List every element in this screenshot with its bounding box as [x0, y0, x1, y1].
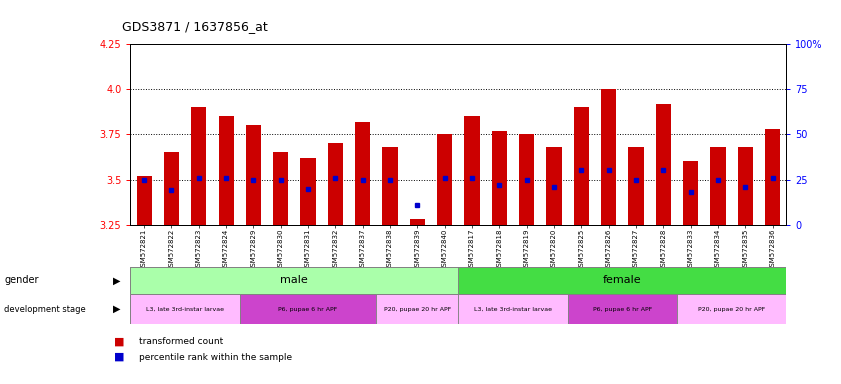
Text: transformed count: transformed count [139, 337, 223, 346]
Bar [300, 158, 315, 225]
Bar [568, 294, 677, 324]
Bar [574, 108, 589, 225]
Bar [677, 294, 786, 324]
Text: female: female [603, 275, 642, 285]
Bar [273, 152, 288, 225]
Bar [656, 104, 671, 225]
Bar [601, 89, 616, 225]
Text: ■: ■ [114, 337, 124, 347]
Text: L3, late 3rd-instar larvae: L3, late 3rd-instar larvae [146, 306, 224, 312]
Bar [246, 126, 261, 225]
Text: P6, pupae 6 hr APF: P6, pupae 6 hr APF [593, 306, 652, 312]
Text: ▶: ▶ [113, 275, 120, 285]
Bar [219, 116, 234, 225]
Bar [130, 294, 240, 324]
Text: P6, pupae 6 hr APF: P6, pupae 6 hr APF [278, 306, 337, 312]
Bar [383, 147, 398, 225]
Bar [437, 134, 452, 225]
Text: L3, late 3rd-instar larvae: L3, late 3rd-instar larvae [474, 306, 552, 312]
Text: ▶: ▶ [113, 304, 120, 314]
Bar [628, 147, 643, 225]
Text: gender: gender [4, 275, 39, 285]
Text: P20, pupae 20 hr APF: P20, pupae 20 hr APF [383, 306, 451, 312]
Text: ■: ■ [114, 352, 124, 362]
Bar [458, 294, 568, 324]
Bar [410, 219, 425, 225]
Bar [519, 134, 534, 225]
Bar [458, 267, 786, 294]
Text: percentile rank within the sample: percentile rank within the sample [139, 353, 292, 362]
Text: male: male [281, 275, 308, 285]
Bar [464, 116, 479, 225]
Text: development stage: development stage [4, 305, 86, 314]
Bar [376, 294, 458, 324]
Bar [683, 162, 698, 225]
Bar [164, 152, 179, 225]
Bar [492, 131, 507, 225]
Text: P20, pupae 20 hr APF: P20, pupae 20 hr APF [698, 306, 765, 312]
Bar [711, 147, 726, 225]
Bar [240, 294, 376, 324]
Bar [547, 147, 562, 225]
Text: GDS3871 / 1637856_at: GDS3871 / 1637856_at [122, 20, 267, 33]
Bar [765, 129, 780, 225]
Bar [130, 267, 458, 294]
Bar [738, 147, 753, 225]
Bar [136, 176, 151, 225]
Bar [355, 122, 370, 225]
Bar [191, 108, 206, 225]
Bar [328, 143, 343, 225]
